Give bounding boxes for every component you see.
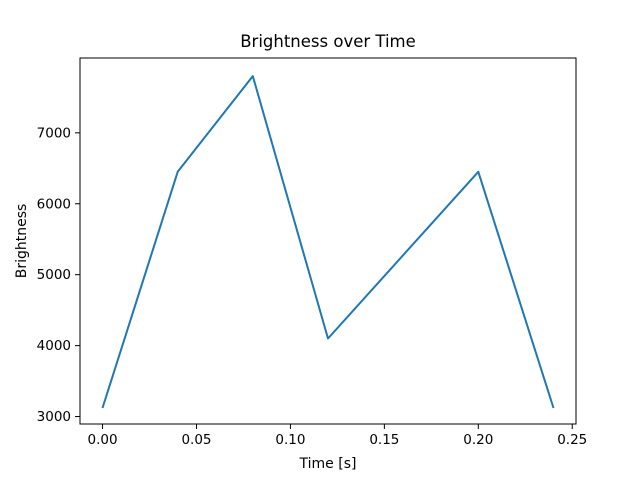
x-tick-label: 0.05 [181, 432, 211, 448]
y-tick-label: 7000 [37, 125, 71, 141]
y-tick-label: 5000 [37, 267, 71, 283]
chart-title: Brightness over Time [240, 32, 416, 51]
y-tick-label: 3000 [37, 409, 71, 425]
y-tick-label: 4000 [37, 338, 71, 354]
y-tick-label: 6000 [37, 196, 71, 212]
x-tick-label: 0.00 [88, 432, 118, 448]
x-tick-label: 0.10 [275, 432, 305, 448]
axes-frame [79, 57, 577, 425]
x-axis-label: Time [s] [299, 456, 357, 472]
brightness-line [101, 75, 555, 409]
x-tick-label: 0.20 [463, 432, 493, 448]
x-tick-label: 0.15 [369, 432, 399, 448]
plot-area: 0.00 0.05 0.10 0.15 0.20 0.25 3000 4000 5000 6000… [37, 57, 587, 448]
y-axis-label: Brightness [14, 204, 30, 279]
x-tick-label: 0.25 [557, 432, 587, 448]
